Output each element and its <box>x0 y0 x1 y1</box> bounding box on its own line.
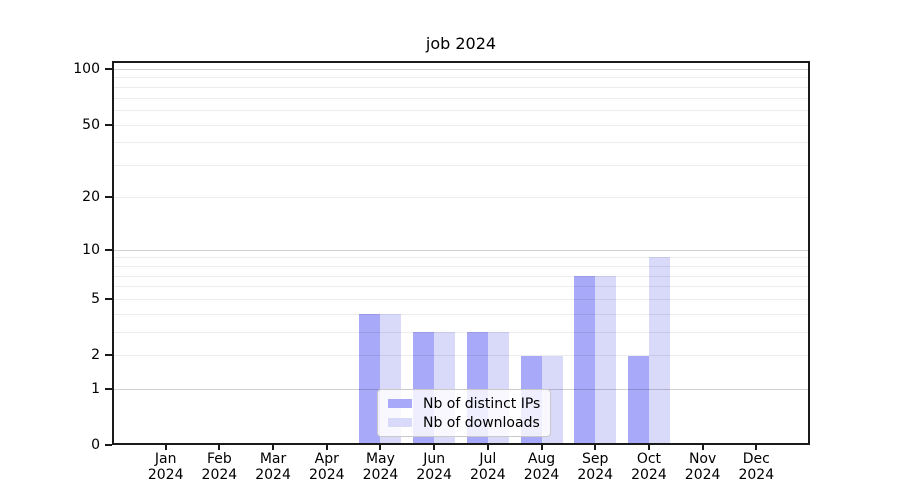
month-label: Jul <box>479 451 497 467</box>
x-tick-feb <box>218 445 221 450</box>
month-label: Apr <box>314 451 339 467</box>
y-tick-50 <box>105 123 112 126</box>
year-label: 2024 <box>308 467 345 483</box>
year-label: 2024 <box>523 467 560 483</box>
y-tick-100 <box>105 67 112 70</box>
x-tick-jun <box>433 445 436 450</box>
legend-entry-distinct-ips: Nb of distinct IPs <box>388 394 540 413</box>
y-tick-2 <box>105 354 112 357</box>
x-tick-jan <box>164 445 167 450</box>
x-tick-label-dec: Dec 2024 <box>724 451 788 483</box>
bars-layer <box>114 63 808 443</box>
month-label: Jun <box>423 451 446 467</box>
x-tick-sep <box>594 445 597 450</box>
year-label: 2024 <box>416 467 452 483</box>
plot-area: Nb of distinct IPs Nb of downloads <box>112 61 810 445</box>
x-tick-aug <box>540 445 543 450</box>
y-tick-label-1: 1 <box>91 380 100 397</box>
x-tick-label-jun: Jun 2024 <box>402 451 466 483</box>
y-tick-1 <box>105 387 112 390</box>
x-tick-label-feb: Feb 2024 <box>187 451 251 483</box>
month-label: Oct <box>636 451 662 467</box>
month-label: Sep <box>582 451 609 467</box>
x-tick-label-jul: Jul 2024 <box>456 451 520 483</box>
month-label: Feb <box>206 451 232 467</box>
chart-title: job 2024 <box>425 34 497 53</box>
y-tick-label-100: 100 <box>73 60 100 77</box>
month-label: May <box>365 451 395 467</box>
x-tick-mar <box>272 445 275 450</box>
legend-swatch-downloads <box>388 418 412 427</box>
year-label: 2024 <box>577 467 614 483</box>
legend-label: Nb of downloads <box>423 414 540 431</box>
x-tick-label-sep: Sep 2024 <box>563 451 627 483</box>
x-tick-oct <box>647 445 650 450</box>
bar-sep-distinct-ips <box>574 275 596 443</box>
x-tick-apr <box>325 445 328 450</box>
x-tick-nov <box>701 445 704 450</box>
y-tick-label-2: 2 <box>91 347 100 364</box>
year-label: 2024 <box>255 467 291 483</box>
y-tick-20 <box>105 195 112 198</box>
bar-may-distinct-ips <box>359 313 381 443</box>
legend-label: Nb of distinct IPs <box>423 395 541 412</box>
x-tick-may <box>379 445 382 450</box>
year-label: 2024 <box>470 467 506 483</box>
x-tick-label-oct: Oct 2024 <box>617 451 681 483</box>
x-tick-dec <box>755 445 758 450</box>
month-label: Dec <box>742 451 770 467</box>
y-tick-label-50: 50 <box>82 116 100 133</box>
bar-sep-downloads <box>595 275 617 443</box>
x-tick-label-aug: Aug 2024 <box>510 451 574 483</box>
x-tick-jul <box>486 445 489 450</box>
y-tick-10 <box>105 248 112 251</box>
y-tick-label-5: 5 <box>91 291 100 308</box>
x-tick-label-may: May 2024 <box>348 451 412 483</box>
y-tick-label-0: 0 <box>91 437 100 453</box>
year-label: 2024 <box>738 467 775 483</box>
y-tick-label-10: 10 <box>82 241 100 258</box>
x-tick-label-apr: Apr 2024 <box>295 451 359 483</box>
month-label: Mar <box>259 451 287 467</box>
year-label: 2024 <box>631 467 667 483</box>
year-label: 2024 <box>684 467 721 483</box>
legend-entry-downloads: Nb of downloads <box>388 413 540 432</box>
month-label: Jan <box>154 451 177 467</box>
y-tick-0 <box>105 444 112 446</box>
year-label: 2024 <box>362 467 399 483</box>
year-label: 2024 <box>201 467 238 483</box>
x-tick-label-jan: Jan 2024 <box>134 451 198 483</box>
bar-oct-downloads <box>648 257 670 443</box>
y-tick-label-20: 20 <box>82 188 100 205</box>
x-tick-label-mar: Mar 2024 <box>241 451 305 483</box>
bar-oct-distinct-ips <box>627 355 649 443</box>
legend: Nb of distinct IPs Nb of downloads <box>377 389 552 437</box>
month-label: Aug <box>527 451 556 467</box>
year-label: 2024 <box>147 467 184 483</box>
x-tick-label-nov: Nov 2024 <box>671 451 735 483</box>
y-tick-5 <box>105 298 112 301</box>
month-label: Nov <box>688 451 717 467</box>
legend-swatch-distinct-ips <box>388 399 412 408</box>
